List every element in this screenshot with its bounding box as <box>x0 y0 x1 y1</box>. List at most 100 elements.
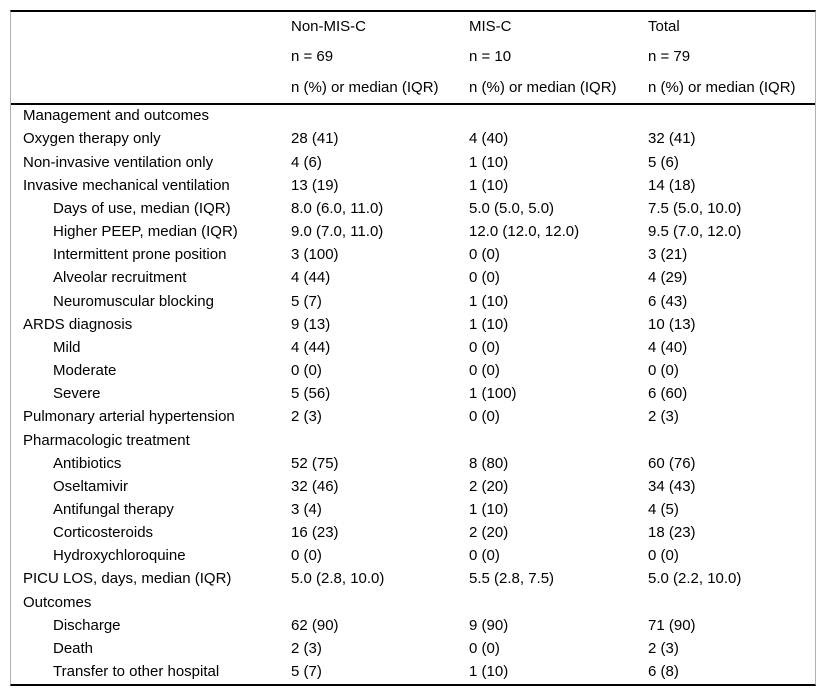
cell-misc: 1 (10) <box>469 154 509 171</box>
row-label: Hydroxychloroquine <box>53 548 186 565</box>
cell-total: 4 (40) <box>648 339 688 356</box>
row-label: Higher PEEP, median (IQR) <box>53 224 238 241</box>
table-row: Pharmacologic treatment <box>11 429 815 452</box>
cell-misc: 1 (10) <box>469 293 509 310</box>
table-row: Antifungal therapy 3 (4) 1 (10) 4 (5) <box>11 499 815 522</box>
table-row: ARDS diagnosis 9 (13) 1 (10) 10 (13) <box>11 313 815 336</box>
table-row: Pulmonary arterial hypertension 2 (3) 0 … <box>11 406 815 429</box>
cell-total: 14 (18) <box>648 177 696 194</box>
cell-non-misc: 13 (19) <box>291 177 339 194</box>
cell-non-misc: 62 (90) <box>291 617 339 634</box>
cell-misc: 0 (0) <box>469 270 500 287</box>
cell-misc: 0 (0) <box>469 640 500 657</box>
cell-non-misc: 9.0 (7.0, 11.0) <box>291 224 384 241</box>
row-label: Oseltamivir <box>53 478 129 495</box>
cell-non-misc: 5.0 (2.8, 10.0) <box>291 571 385 588</box>
table-row: Outcomes <box>11 591 815 614</box>
col-measure-non-misc: n (%) or median (IQR) <box>291 79 439 96</box>
row-label: Outcomes <box>23 594 92 611</box>
cell-non-misc: 5 (7) <box>291 293 322 310</box>
cell-misc: 1 (10) <box>469 664 509 681</box>
cell-non-misc: 4 (44) <box>291 339 331 356</box>
row-label: Corticosteroids <box>53 525 154 542</box>
row-label: Pharmacologic treatment <box>23 432 190 449</box>
cell-non-misc: 0 (0) <box>291 548 322 565</box>
cell-non-misc: 52 (75) <box>291 455 339 472</box>
row-label: Antibiotics <box>53 455 122 472</box>
table-header: Non-MIS-C MIS-C Total n = 69 n = 10 n = … <box>11 12 815 105</box>
row-label: Severe <box>53 386 101 403</box>
row-label: Invasive mechanical ventilation <box>23 177 230 194</box>
row-label: Alveolar recruitment <box>53 270 187 287</box>
cell-non-misc: 3 (100) <box>291 247 339 264</box>
cell-misc: 1 (10) <box>469 177 509 194</box>
table-row: Corticosteroids 16 (23) 2 (20) 18 (23) <box>11 522 815 545</box>
table-row: Non-invasive ventilation only 4 (6) 1 (1… <box>11 151 815 174</box>
col-n-misc: n = 10 <box>469 49 512 66</box>
header-row-measure: n (%) or median (IQR) n (%) or median (I… <box>11 73 815 103</box>
cell-total: 6 (43) <box>648 293 688 310</box>
cell-total: 9.5 (7.0, 12.0) <box>648 224 742 241</box>
col-header-misc: MIS-C <box>469 18 512 35</box>
table-row: PICU LOS, days, median (IQR) 5.0 (2.8, 1… <box>11 568 815 591</box>
cell-misc: 1 (10) <box>469 316 509 333</box>
cell-misc: 9 (90) <box>469 617 509 634</box>
col-n-non-misc: n = 69 <box>291 49 334 66</box>
cell-total: 5.0 (2.2, 10.0) <box>648 571 742 588</box>
cell-total: 34 (43) <box>648 478 696 495</box>
cell-misc: 8 (80) <box>469 455 509 472</box>
cell-misc: 2 (20) <box>469 478 509 495</box>
table-row: Invasive mechanical ventilation 13 (19) … <box>11 174 815 197</box>
table-body: Management and outcomes Oxygen therapy o… <box>11 105 815 684</box>
cell-non-misc: 28 (41) <box>291 131 339 148</box>
row-label: PICU LOS, days, median (IQR) <box>23 571 232 588</box>
cell-non-misc: 5 (7) <box>291 664 322 681</box>
cell-misc: 0 (0) <box>469 548 500 565</box>
row-label: Antifungal therapy <box>53 501 174 518</box>
table-row: Death 2 (3) 0 (0) 2 (3) <box>11 638 815 661</box>
table-row: Hydroxychloroquine 0 (0) 0 (0) 0 (0) <box>11 545 815 568</box>
col-header-non-misc: Non-MIS-C <box>291 18 367 35</box>
table-row: Discharge 62 (90) 9 (90) 71 (90) <box>11 614 815 637</box>
row-label: ARDS diagnosis <box>23 316 133 333</box>
cell-non-misc: 2 (3) <box>291 640 322 657</box>
cell-non-misc: 32 (46) <box>291 478 339 495</box>
row-label: Oxygen therapy only <box>23 131 161 148</box>
cell-total: 7.5 (5.0, 10.0) <box>648 200 742 217</box>
table-row: Days of use, median (IQR) 8.0 (6.0, 11.0… <box>11 198 815 221</box>
cell-misc: 0 (0) <box>469 247 500 264</box>
col-measure-total: n (%) or median (IQR) <box>648 79 796 96</box>
cell-non-misc: 4 (44) <box>291 270 331 287</box>
cell-misc: 0 (0) <box>469 363 500 380</box>
cell-misc: 2 (20) <box>469 525 509 542</box>
cell-non-misc: 2 (3) <box>291 409 322 426</box>
cell-misc: 0 (0) <box>469 409 500 426</box>
cell-misc: 12.0 (12.0, 12.0) <box>469 224 580 241</box>
table-row: Management and outcomes <box>11 105 815 128</box>
cell-total: 18 (23) <box>648 525 696 542</box>
cell-total: 3 (21) <box>648 247 688 264</box>
cell-total: 2 (3) <box>648 409 679 426</box>
cell-non-misc: 9 (13) <box>291 316 331 333</box>
row-label: Management and outcomes <box>23 108 209 125</box>
row-label: Neuromuscular blocking <box>53 293 214 310</box>
table-row: Alveolar recruitment 4 (44) 0 (0) 4 (29) <box>11 267 815 290</box>
table-row: Oseltamivir 32 (46) 2 (20) 34 (43) <box>11 475 815 498</box>
cell-non-misc: 0 (0) <box>291 363 322 380</box>
row-label: Moderate <box>53 363 117 380</box>
table-row: Transfer to other hospital 5 (7) 1 (10) … <box>11 661 815 684</box>
outcomes-table: Non-MIS-C MIS-C Total n = 69 n = 10 n = … <box>10 10 816 686</box>
cell-misc: 4 (40) <box>469 131 509 148</box>
cell-total: 6 (60) <box>648 386 688 403</box>
table-row: Higher PEEP, median (IQR) 9.0 (7.0, 11.0… <box>11 221 815 244</box>
cell-total: 4 (29) <box>648 270 688 287</box>
col-measure-misc: n (%) or median (IQR) <box>469 79 617 96</box>
cell-non-misc: 16 (23) <box>291 525 339 542</box>
table-row: Intermittent prone position 3 (100) 0 (0… <box>11 244 815 267</box>
row-label: Death <box>53 640 94 657</box>
col-n-total: n = 79 <box>648 49 691 66</box>
cell-misc: 5.0 (5.0, 5.0) <box>469 200 555 217</box>
cell-total: 4 (5) <box>648 501 679 518</box>
table-row: Severe 5 (56) 1 (100) 6 (60) <box>11 383 815 406</box>
